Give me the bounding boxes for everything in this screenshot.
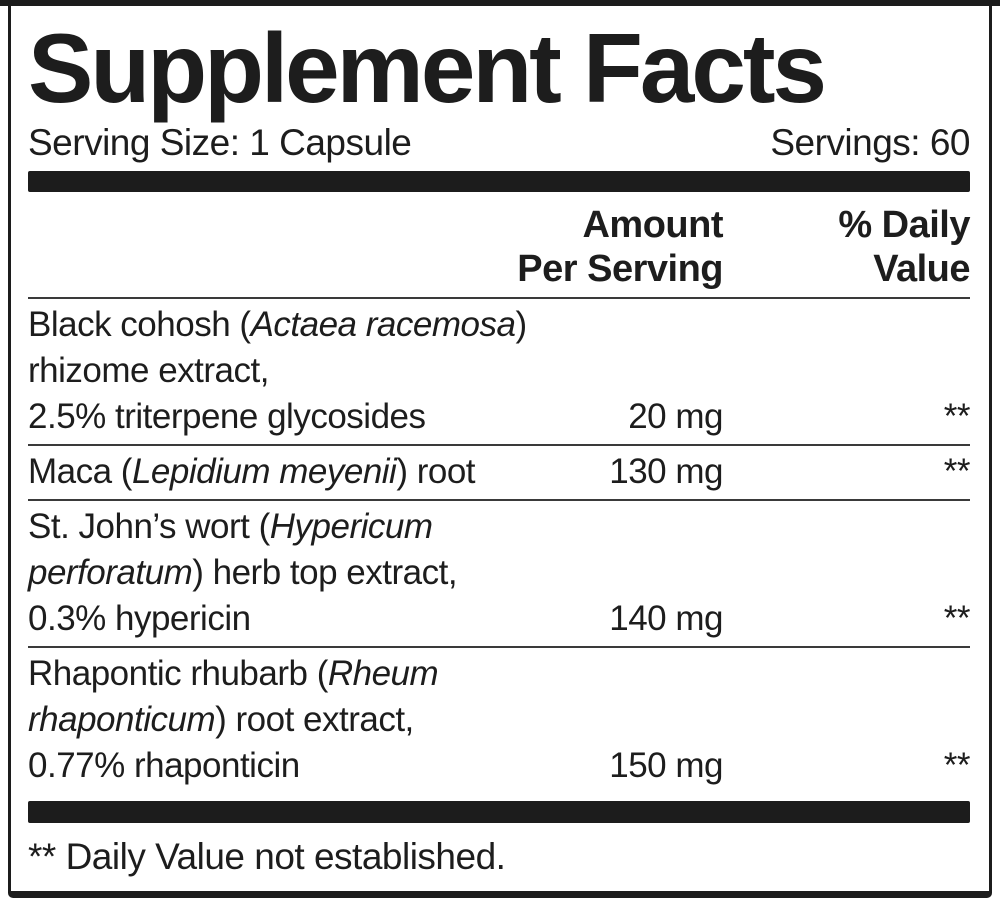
ingredient-name: Rhapontic rhubarb (Rheum rhaponticum) roo… [28, 651, 688, 789]
ingredient-row: Black cohosh (Actaea racemosa) rhizome ex… [28, 299, 971, 444]
ingredient-name-line: 0.77% rhaponticin [28, 743, 688, 789]
ingredient-name-line: St. John’s wort (Hypericum [28, 504, 688, 550]
panel-top-border [0, 0, 1000, 6]
ingredient-latin-name: rhaponticum [28, 700, 216, 740]
header-amount-line1: Amount [582, 204, 723, 247]
supplement-facts-panel: Supplement Facts Serving Size: 1 Capsule… [8, 6, 992, 898]
table-header-row: Amount Per Serving % Daily Value [28, 192, 971, 300]
ingredient-latin-name: Lepidium meyenii [131, 452, 397, 492]
header-amount-line2: Per Serving [517, 248, 723, 291]
ingredient-row: Rhapontic rhubarb (Rheum rhaponticum) roo… [28, 646, 971, 793]
ingredient-latin-name: Actaea racemosa [250, 305, 516, 345]
ingredient-amount: 20 mg [628, 397, 723, 437]
servings-count-text: Servings: 60 [770, 122, 970, 164]
ingredient-name-segment: ) root [396, 452, 476, 492]
ingredient-name-segment: ) herb top extract, [192, 553, 458, 593]
ingredient-name-line: rhizome extract, [28, 348, 688, 394]
serving-size-text: Serving Size: 1 Capsule [28, 122, 412, 164]
ingredient-amount: 150 mg [609, 746, 723, 786]
serving-info-row: Serving Size: 1 Capsule Servings: 60 [28, 122, 970, 164]
ingredient-name-segment: Maca ( [28, 452, 132, 492]
ingredient-name: Maca (Lepidium meyenii) root [28, 449, 688, 495]
ingredient-row: Maca (Lepidium meyenii) root 130 mg ** [28, 444, 971, 499]
ingredient-daily-value: ** [943, 599, 971, 639]
ingredient-name-segment: rhizome extract, [28, 351, 269, 391]
ingredient-name-line: Rhapontic rhubarb (Rheum [28, 651, 688, 697]
ingredient-latin-name: Hypericum [269, 507, 433, 547]
ingredient-name-line: 2.5% triterpene glycosides [28, 394, 688, 440]
ingredient-amount: 140 mg [609, 599, 723, 639]
ingredient-name: Black cohosh (Actaea racemosa) rhizome ex… [28, 302, 688, 440]
ingredient-daily-value: ** [943, 397, 971, 437]
column-header-percent-daily-value: % Daily Value [723, 203, 970, 291]
ingredient-name-line: Black cohosh (Actaea racemosa) [28, 302, 688, 348]
ingredient-name-line: perforatum) herb top extract, [28, 550, 688, 596]
ingredient-daily-value: ** [943, 746, 971, 786]
ingredient-name-segment: ) root extract, [215, 700, 414, 740]
ingredient-latin-name: perforatum [28, 553, 193, 593]
ingredient-name-segment: 0.77% rhaponticin [28, 746, 300, 786]
ingredient-name-segment: ) [515, 305, 527, 345]
divider-thick-top [28, 171, 970, 193]
panel-title: Supplement Facts [28, 13, 827, 123]
ingredient-latin-name: Rheum [327, 654, 439, 694]
column-header-amount-per-serving: Amount Per Serving [517, 203, 723, 291]
ingredient-name-segment: Rhapontic rhubarb ( [28, 654, 328, 694]
header-dv-line1: % Daily [838, 204, 970, 247]
ingredient-name-segment: 2.5% triterpene glycosides [28, 397, 426, 437]
ingredient-name-segment: St. John’s wort ( [28, 507, 270, 547]
ingredient-name: St. John’s wort (Hypericum perforatum) he… [28, 504, 688, 642]
ingredient-name-line: rhaponticum) root extract, [28, 697, 688, 743]
ingredient-name-segment: Black cohosh ( [28, 305, 251, 345]
divider-thick-bottom [28, 801, 970, 824]
footnote-text: ** Daily Value not established. [28, 836, 506, 878]
ingredient-name-segment: 0.3% hypericin [28, 599, 251, 639]
ingredient-row: St. John’s wort (Hypericum perforatum) he… [28, 499, 971, 646]
ingredient-amount: 130 mg [609, 452, 723, 492]
ingredient-name-line: Maca (Lepidium meyenii) root [28, 449, 688, 495]
ingredient-daily-value: ** [943, 452, 971, 492]
ingredient-name-line: 0.3% hypericin [28, 596, 688, 642]
footnote: ** Daily Value not established. [28, 835, 970, 879]
header-dv-line2: Value [873, 248, 970, 291]
ingredient-rows: Black cohosh (Actaea racemosa) rhizome ex… [28, 299, 971, 793]
